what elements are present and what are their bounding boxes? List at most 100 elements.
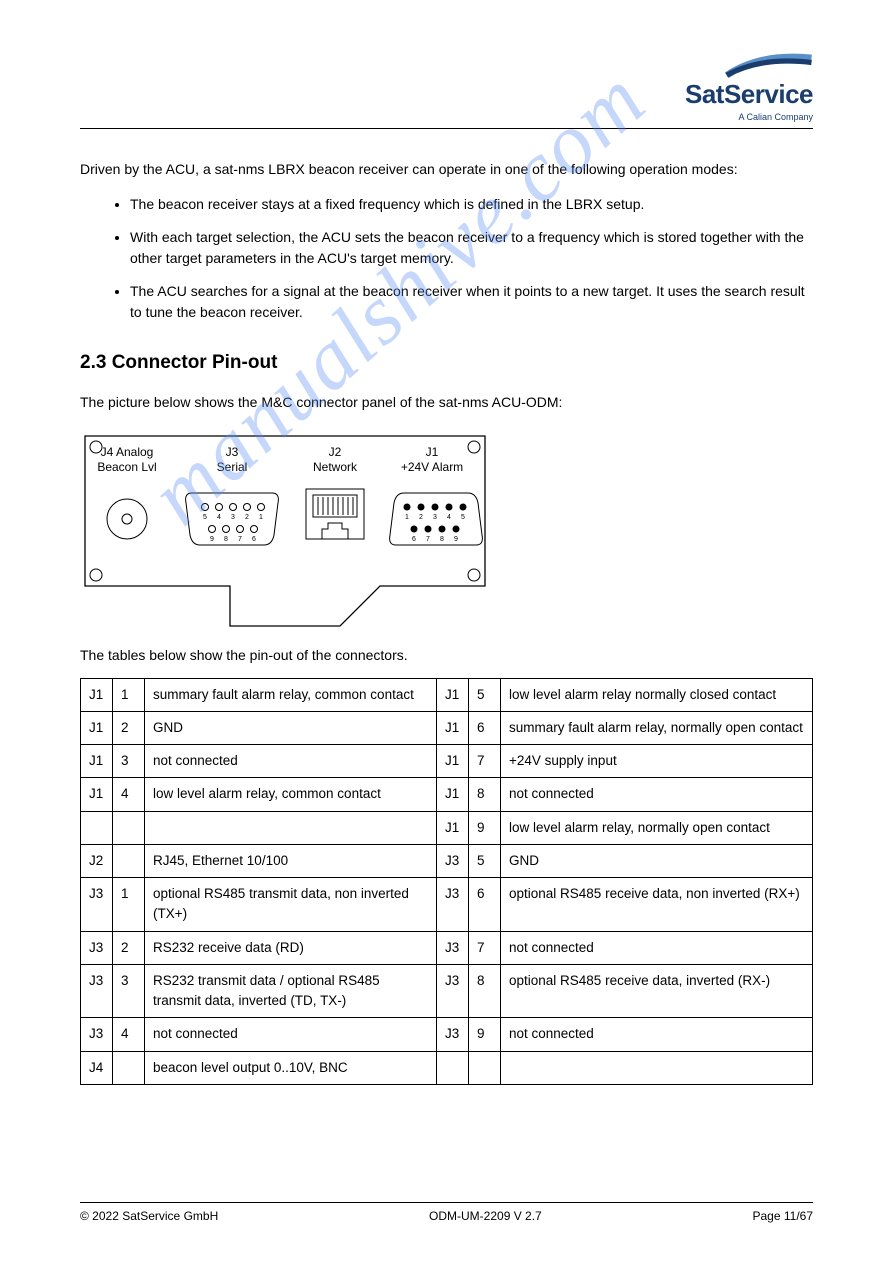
brand-name-a: Sat <box>685 79 724 109</box>
table-row: J13not connectedJ17+24V supply input <box>81 745 813 778</box>
svg-text:9: 9 <box>454 536 458 543</box>
cell-connector: J1 <box>81 711 113 744</box>
svg-text:6: 6 <box>252 536 256 543</box>
cell-connector: J3 <box>437 964 469 1018</box>
cell-pin: 1 <box>113 878 145 932</box>
cell-connector: J1 <box>437 811 469 844</box>
cell-description: beacon level output 0..10V, BNC <box>145 1051 437 1084</box>
svg-text:8: 8 <box>440 536 444 543</box>
table-row: J34not connectedJ39not connected <box>81 1018 813 1051</box>
cell-pin: 2 <box>113 711 145 744</box>
cell-pin: 4 <box>113 778 145 811</box>
svg-text:2: 2 <box>419 514 423 521</box>
cell-pin: 5 <box>469 678 501 711</box>
cell-description: summary fault alarm relay, common contac… <box>145 678 437 711</box>
cell-description: low level alarm relay, common contact <box>145 778 437 811</box>
cell-description: low level alarm relay, normally open con… <box>501 811 813 844</box>
cell-pin <box>113 844 145 877</box>
svg-text:Serial: Serial <box>217 460 248 474</box>
brand-logo: SatService A Calian Company <box>685 49 813 122</box>
cell-description <box>145 811 437 844</box>
cell-connector: J1 <box>81 778 113 811</box>
svg-text:8: 8 <box>224 536 228 543</box>
cell-description: not connected <box>501 931 813 964</box>
svg-text:5: 5 <box>461 514 465 521</box>
footer-doc-id: ODM-UM-2209 V 2.7 <box>429 1209 542 1223</box>
table-row: J4 beacon level output 0..10V, BNC <box>81 1051 813 1084</box>
svg-text:J3: J3 <box>226 445 239 459</box>
table-row: J14low level alarm relay, common contact… <box>81 778 813 811</box>
cell-description: optional RS485 receive data, non inverte… <box>501 878 813 932</box>
cell-description: RS232 transmit data / optional RS485 tra… <box>145 964 437 1018</box>
cell-pin: 4 <box>113 1018 145 1051</box>
svg-text:5: 5 <box>203 514 207 521</box>
cell-description: not connected <box>501 1018 813 1051</box>
page-header: SatService A Calian Company <box>80 50 813 120</box>
table-row: J31optional RS485 transmit data, non inv… <box>81 878 813 932</box>
page-footer: © 2022 SatService GmbH ODM-UM-2209 V 2.7… <box>80 1202 813 1223</box>
cell-pin: 9 <box>469 1018 501 1051</box>
cell-pin: 3 <box>113 964 145 1018</box>
cell-description: optional RS485 receive data, inverted (R… <box>501 964 813 1018</box>
cell-connector: J3 <box>81 931 113 964</box>
svg-text:3: 3 <box>231 514 235 521</box>
svg-text:3: 3 <box>433 514 437 521</box>
footer-copyright: © 2022 SatService GmbH <box>80 1209 218 1223</box>
footer-divider <box>80 1202 813 1203</box>
cell-pin: 7 <box>469 745 501 778</box>
cell-description: RJ45, Ethernet 10/100 <box>145 844 437 877</box>
cell-connector: J3 <box>437 1018 469 1051</box>
list-item: The beacon receiver stays at a fixed fre… <box>130 194 813 215</box>
brand-name: SatService <box>685 79 813 110</box>
page-content: Driven by the ACU, a sat-nms LBRX beacon… <box>80 129 813 1085</box>
footer-page-number: Page 11/67 <box>753 1209 814 1223</box>
intro-paragraph: Driven by the ACU, a sat-nms LBRX beacon… <box>80 159 813 180</box>
cell-connector: J1 <box>437 745 469 778</box>
table-row: J11summary fault alarm relay, common con… <box>81 678 813 711</box>
cell-pin: 8 <box>469 964 501 1018</box>
list-item: With each target selection, the ACU sets… <box>130 227 813 269</box>
svg-text:1: 1 <box>259 514 263 521</box>
cell-pin: 1 <box>113 678 145 711</box>
cell-description: +24V supply input <box>501 745 813 778</box>
cell-pin <box>469 1051 501 1084</box>
brand-name-b: Service <box>724 79 813 109</box>
cell-connector <box>81 811 113 844</box>
cell-description: GND <box>501 844 813 877</box>
svg-text:J1: J1 <box>426 445 439 459</box>
cell-connector: J3 <box>81 1018 113 1051</box>
cell-connector: J1 <box>437 711 469 744</box>
svg-text:+24V Alarm: +24V Alarm <box>401 460 463 474</box>
cell-connector: J3 <box>437 844 469 877</box>
cell-pin: 9 <box>469 811 501 844</box>
cell-pin: 6 <box>469 711 501 744</box>
cell-description: summary fault alarm relay, normally open… <box>501 711 813 744</box>
table-row: J19low level alarm relay, normally open … <box>81 811 813 844</box>
list-item: The ACU searches for a signal at the bea… <box>130 281 813 323</box>
cell-connector: J3 <box>437 878 469 932</box>
cell-description: RS232 receive data (RD) <box>145 931 437 964</box>
svg-text:4: 4 <box>217 514 221 521</box>
paragraph: The picture below shows the M&C connecto… <box>80 392 813 413</box>
cell-connector: J3 <box>437 931 469 964</box>
table-row: J2 RJ45, Ethernet 10/100J35GND <box>81 844 813 877</box>
cell-description: GND <box>145 711 437 744</box>
svg-text:4: 4 <box>447 514 451 521</box>
cell-connector: J1 <box>81 678 113 711</box>
svg-text:7: 7 <box>238 536 242 543</box>
cell-connector: J2 <box>81 844 113 877</box>
svg-text:7: 7 <box>426 536 430 543</box>
svg-text:9: 9 <box>210 536 214 543</box>
table-row: J32RS232 receive data (RD)J37not connect… <box>81 931 813 964</box>
cell-pin <box>113 1051 145 1084</box>
svg-text:1: 1 <box>405 514 409 521</box>
cell-connector: J3 <box>81 964 113 1018</box>
svg-text:J2: J2 <box>329 445 342 459</box>
cell-connector: J3 <box>81 878 113 932</box>
cell-pin: 5 <box>469 844 501 877</box>
cell-pin: 2 <box>113 931 145 964</box>
cell-description: optional RS485 transmit data, non invert… <box>145 878 437 932</box>
table-row: J33RS232 transmit data / optional RS485 … <box>81 964 813 1018</box>
cell-connector: J1 <box>437 778 469 811</box>
cell-connector: J4 <box>81 1051 113 1084</box>
